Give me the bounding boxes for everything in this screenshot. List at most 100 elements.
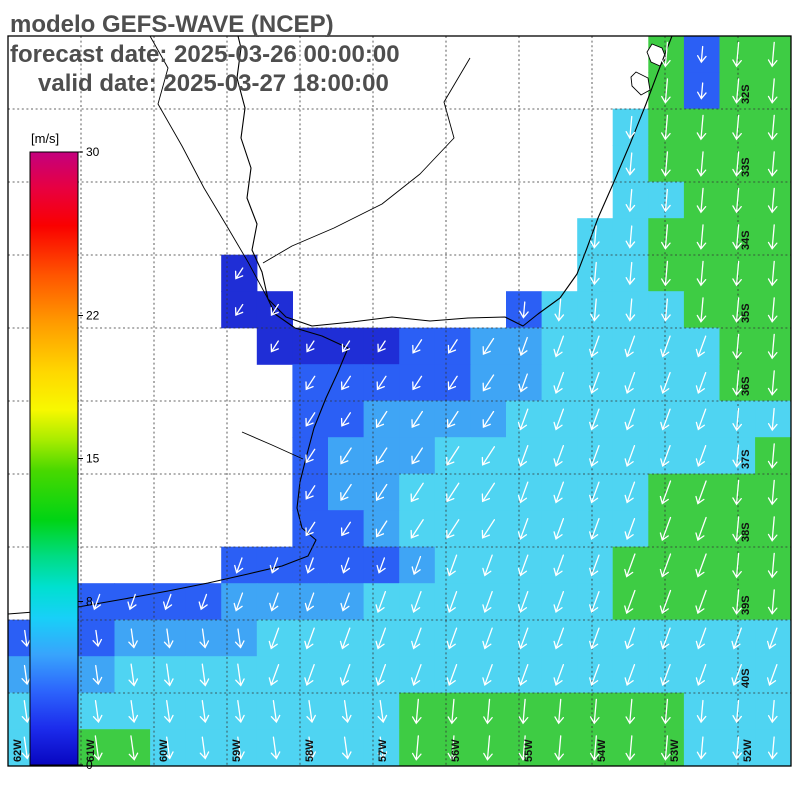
model-title: modelo GEFS-WAVE (NCEP) xyxy=(10,11,334,38)
wind-direction-arrow xyxy=(375,447,388,465)
wind-direction-arrow xyxy=(518,698,529,725)
wind-direction-arrow xyxy=(624,372,636,395)
wind-direction-arrow xyxy=(695,627,707,650)
wind-direction-arrow xyxy=(482,374,495,392)
wind-direction-arrow xyxy=(269,592,279,612)
wind-direction-arrow xyxy=(482,591,493,614)
wind-direction-arrow xyxy=(199,736,210,760)
wind-direction-arrow xyxy=(518,373,528,393)
wind-direction-arrow xyxy=(164,699,174,724)
wind-direction-arrow xyxy=(659,480,672,505)
coastline xyxy=(236,35,673,327)
longitude-label: 60W xyxy=(158,739,170,762)
longitude-label: 57W xyxy=(377,739,389,762)
wind-direction-arrow xyxy=(128,663,139,687)
wind-direction-arrow xyxy=(624,589,636,615)
colorbar xyxy=(29,151,79,766)
wind-direction-arrow xyxy=(412,375,423,391)
wind-direction-arrow xyxy=(199,663,210,687)
wind-direction-arrow xyxy=(696,114,707,141)
wind-direction-arrow xyxy=(446,664,458,687)
longitude-label: 61W xyxy=(85,739,97,762)
wind-direction-arrow xyxy=(553,445,565,468)
longitude-label: 62W xyxy=(12,739,24,762)
wind-direction-arrow xyxy=(695,408,707,431)
wind-direction-arrow xyxy=(697,82,707,100)
river xyxy=(149,35,269,300)
wind-direction-arrow xyxy=(447,698,458,725)
wind-direction-arrow xyxy=(659,516,672,542)
wind-direction-arrow xyxy=(92,664,103,686)
wind-direction-arrow xyxy=(661,78,671,104)
coastline xyxy=(7,298,349,615)
wind-direction-arrow xyxy=(410,482,424,503)
wind-direction-arrow xyxy=(91,593,101,611)
wind-direction-arrow xyxy=(660,664,671,687)
wind-direction-arrow xyxy=(483,735,493,761)
wind-direction-arrow xyxy=(732,224,742,250)
wind-direction-arrow xyxy=(589,335,600,358)
wind-direction-arrow xyxy=(199,628,210,649)
wind-direction-arrow xyxy=(589,445,600,468)
wind-direction-arrow xyxy=(234,557,244,574)
wind-direction-arrow xyxy=(589,481,600,504)
wind-direction-arrow xyxy=(696,736,707,760)
forecast-date-line: forecast date: 2025-03-26 00:00:00 xyxy=(10,41,400,68)
wind-direction-arrow xyxy=(306,736,316,760)
wind-direction-arrow xyxy=(624,445,636,468)
wind-direction-arrow xyxy=(767,443,778,469)
wind-direction-arrow xyxy=(625,698,636,725)
latitude-label: 38S xyxy=(740,522,752,542)
wind-direction-arrow xyxy=(660,627,671,650)
wind-direction-arrow xyxy=(164,663,174,687)
wind-direction-arrow xyxy=(625,261,636,286)
wind-direction-arrow xyxy=(375,591,387,614)
wind-direction-arrow xyxy=(268,627,280,650)
latitude-label: 37S xyxy=(740,449,752,469)
wind-direction-arrow xyxy=(696,297,707,323)
wind-direction-arrow xyxy=(481,519,496,539)
wind-direction-arrow xyxy=(411,555,422,576)
wind-direction-arrow xyxy=(554,735,565,761)
wind-direction-arrow xyxy=(411,735,422,761)
wind-direction-arrow xyxy=(517,591,529,614)
wind-direction-arrow xyxy=(732,699,743,724)
wind-direction-arrow xyxy=(732,41,742,68)
wind-direction-arrow xyxy=(766,627,778,650)
wind-direction-arrow xyxy=(660,445,671,468)
wind-direction-arrow xyxy=(482,337,495,356)
wind-direction-arrow xyxy=(270,699,281,724)
wind-direction-arrow xyxy=(305,485,316,500)
wind-direction-arrow xyxy=(270,736,281,760)
wind-direction-arrow xyxy=(375,664,387,687)
wind-direction-arrow xyxy=(446,591,458,614)
wind-direction-arrow xyxy=(339,627,351,650)
wind-direction-arrow xyxy=(624,664,636,687)
wind-direction-arrow xyxy=(696,187,707,214)
wind-direction-arrow xyxy=(269,557,279,574)
wind-direction-arrow xyxy=(731,664,742,687)
wind-direction-arrow xyxy=(553,481,565,504)
wind-direction-arrow xyxy=(518,336,528,357)
wind-direction-arrow xyxy=(661,224,671,250)
latitude-label: 35S xyxy=(740,303,752,323)
wind-direction-arrow xyxy=(235,699,245,724)
wind-direction-arrow xyxy=(482,627,493,650)
wind-direction-arrow xyxy=(767,370,778,396)
wind-direction-arrow xyxy=(767,114,778,141)
wind-direction-arrow xyxy=(589,554,600,577)
wind-direction-arrow xyxy=(661,735,671,761)
colorbar-tick-label: 15 xyxy=(86,452,100,466)
wind-direction-arrow xyxy=(446,446,460,466)
wind-direction-arrow xyxy=(624,518,636,541)
wind-direction-arrow xyxy=(661,41,671,68)
wind-direction-arrow xyxy=(696,699,707,724)
wind-direction-arrow xyxy=(375,410,388,429)
wind-direction-arrow xyxy=(517,664,529,687)
wind-direction-arrow xyxy=(695,335,707,358)
wind-direction-arrow xyxy=(198,593,208,611)
wind-direction-arrow xyxy=(162,593,173,611)
wind-direction-arrow xyxy=(625,115,636,140)
wind-direction-arrow xyxy=(732,444,743,468)
river xyxy=(241,431,304,460)
